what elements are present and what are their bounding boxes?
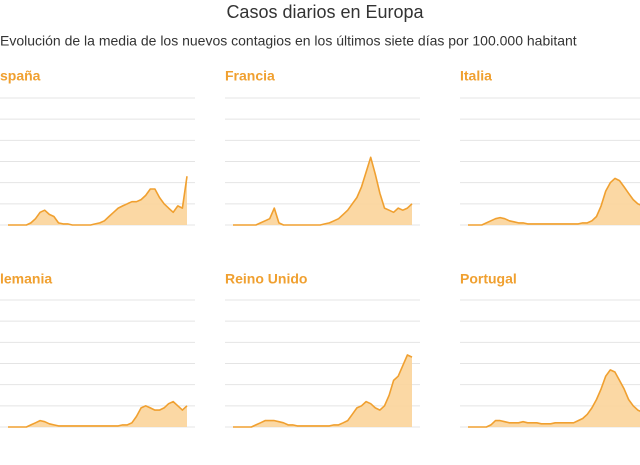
panel-title: lemania [0,271,52,287]
chart-title: Casos diarios en Europa [226,2,424,22]
area [8,176,187,225]
line [468,369,640,428]
panel-title: Italia [460,68,492,84]
panel-title: Portugal [460,271,517,287]
line [233,354,413,428]
area [233,355,412,427]
area [233,157,412,225]
line [8,176,188,226]
line [468,177,640,226]
area [468,178,640,225]
panel-title: Reino Unido [225,271,307,287]
chart-subtitle: Evolución de la media de los nuevos cont… [0,33,577,49]
panel-title: spaña [0,68,41,84]
area [468,369,640,427]
line [8,400,188,428]
panel-title: Francia [225,68,275,84]
line [233,156,413,226]
